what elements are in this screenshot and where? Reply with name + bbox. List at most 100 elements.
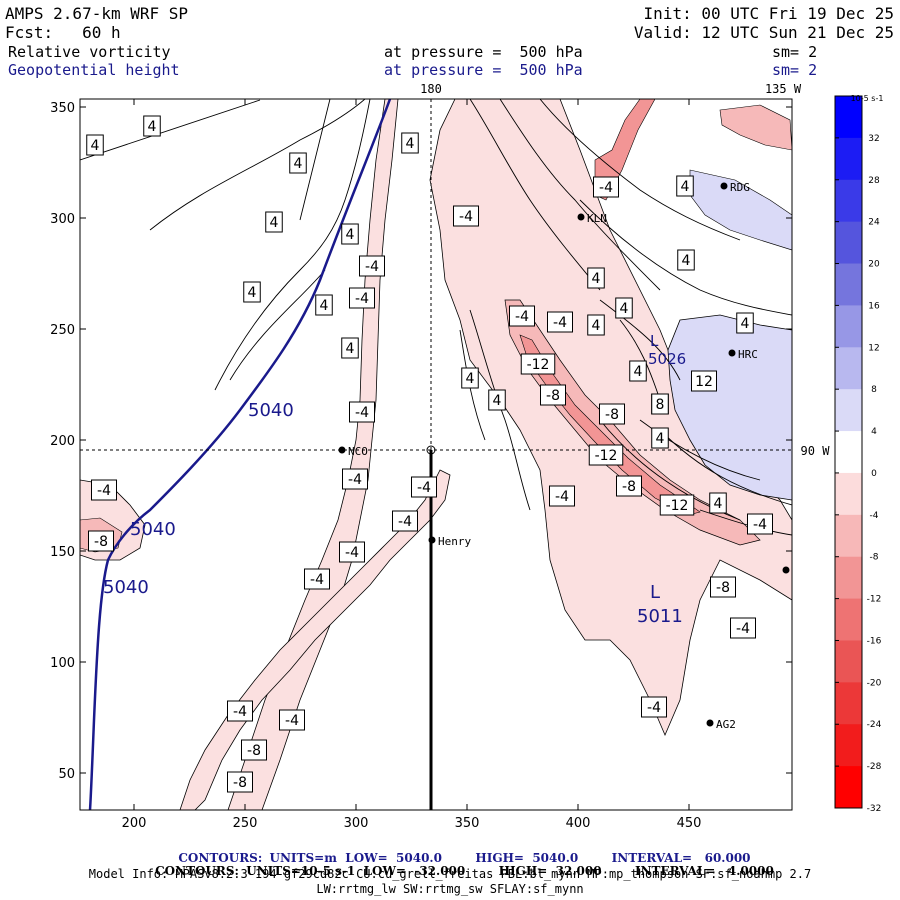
colorbar-tick-label: -20 (867, 678, 882, 688)
contour-label-box (289, 152, 307, 174)
colorbar-swatch (835, 179, 862, 223)
station-label: NCO (348, 445, 368, 458)
colorbar-tick-label: -32 (867, 804, 882, 814)
colorbar-swatch (835, 96, 862, 139)
station-label: KLN (587, 212, 607, 225)
contour-label-box (599, 403, 625, 425)
contour-label: -4 (753, 517, 767, 533)
colorbar-tick-label: -28 (867, 762, 882, 772)
forecast-hour: Fcst: 60 h (5, 23, 121, 42)
contour-label-box (651, 427, 669, 449)
contour-label: -4 (417, 480, 431, 496)
low-pressure-value: 5011 (637, 606, 683, 627)
station-dot (428, 536, 436, 544)
contour-label: -4 (459, 209, 473, 225)
colorbar-swatch (835, 514, 862, 558)
contour-label-box (587, 314, 605, 336)
pos-vorticity-region (667, 314, 792, 501)
contour-label-box (86, 134, 104, 156)
y-axis-labels: 350 300 250 200 150 100 50 (50, 101, 75, 782)
colorbar-tick-label: 4 (871, 427, 877, 437)
height-label-5040: 5040 (248, 400, 294, 421)
y-tick-label: 350 (50, 101, 75, 116)
contour-label: -4 (355, 291, 369, 307)
field1-name: Relative vorticity (8, 43, 171, 61)
contour-label: -4 (97, 483, 111, 499)
x-tick-label: 200 (122, 816, 147, 831)
colorbar-tick-label: 20 (868, 260, 880, 270)
contour-label-box (304, 568, 330, 590)
lon-90w-label: 90 W (801, 444, 831, 458)
contour-label: -8 (605, 407, 619, 423)
station-label: Henry (438, 535, 471, 548)
contour-label: 4 (714, 496, 723, 512)
contour-label: 4 (592, 271, 601, 287)
colorbar-tick-label: 28 (868, 176, 880, 186)
colorbar-swatch (835, 263, 862, 306)
contour-label-box (520, 353, 556, 375)
station-dot (338, 446, 346, 454)
colorbar-swatch (835, 640, 862, 683)
contour-label-box (392, 510, 418, 532)
contour-label: 4 (320, 298, 329, 314)
contour-label: 4 (346, 227, 355, 243)
contour-label-box (710, 576, 736, 598)
contour-label-box (651, 393, 669, 415)
contour-label: -12 (527, 357, 550, 373)
contour-label-box (88, 530, 114, 552)
contour-label: -8 (233, 775, 247, 791)
contour-label: -4 (553, 315, 567, 331)
contour-label: -4 (310, 572, 324, 588)
contour-label-box (588, 444, 624, 466)
colorbar-tick-label: 24 (868, 218, 880, 228)
init-time: Init: 00 UTC Fri 19 Dec 25 (643, 4, 894, 23)
contour-label: -4 (599, 180, 613, 196)
contour-label: 4 (148, 119, 157, 135)
station-dot (728, 349, 736, 357)
station-label: AG2 (716, 718, 736, 731)
contour-label-box (315, 294, 333, 316)
colorbar-tick-label: -8 (870, 553, 879, 563)
colorbar-swatch (835, 682, 862, 725)
contour-label-box (549, 485, 575, 507)
contour-label-box (279, 709, 305, 731)
contour-label: 4 (294, 156, 303, 172)
contour-label: -8 (247, 743, 261, 759)
contour-label: 4 (406, 136, 415, 152)
contour-label-box (265, 211, 283, 233)
contour-label: -4 (355, 405, 369, 421)
colorbar-swatch (835, 305, 862, 348)
field2-smoothing: sm= 2 (772, 61, 818, 79)
vorticity-contour-lines (80, 99, 792, 536)
colorbar-swatch (835, 137, 862, 181)
contour-label-box (616, 475, 642, 497)
colorbar-swatch (835, 766, 862, 809)
contour-label-box (641, 696, 667, 718)
x-tick-label: 400 (566, 816, 591, 831)
contour-label-box (730, 617, 756, 639)
contour-label-box (243, 281, 261, 303)
contour-label-box (342, 468, 368, 490)
contour-label: -8 (546, 388, 560, 404)
y-tick-label: 300 (50, 212, 75, 227)
colorbar-swatch (835, 431, 862, 474)
obscured-low-value: 5026 (648, 350, 686, 368)
contour-label-box (349, 287, 375, 309)
contour-label: 4 (466, 371, 475, 387)
station-dot (706, 719, 714, 727)
contours-height-info: CONTOURS: UNITS=m LOW= 5040.0 HIGH= 5040… (0, 840, 900, 876)
contour-label-box (461, 367, 479, 389)
contour-label-box (547, 311, 573, 333)
contour-label: -8 (716, 580, 730, 596)
contours-height-head: CONTOURS: (178, 851, 263, 865)
model-info: Model Info: MPASv8.2.3-194-gf29cd82c CU:… (88, 867, 812, 881)
height-label-5040: 5040 (130, 519, 176, 540)
colorbar: 32 28 24 20 16 12 8 4 0 -4 -8 -12 -16 -20 -24 -28 -32 (834, 95, 882, 814)
colorbar-tick-label: 16 (868, 301, 880, 311)
cross-section-origin (426, 445, 436, 455)
contour-label-box (349, 401, 375, 423)
contour-label-box (736, 312, 754, 334)
contour-label: -12 (666, 498, 689, 514)
contour-label-box (401, 132, 419, 154)
contour-label: 4 (682, 253, 691, 269)
